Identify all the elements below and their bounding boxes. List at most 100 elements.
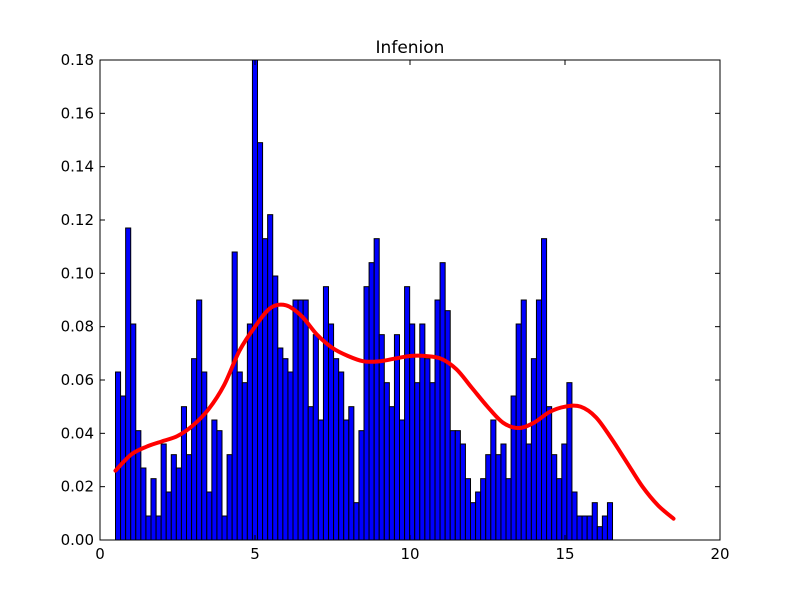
histogram-bar: [368, 262, 375, 541]
histogram-bar: [302, 299, 309, 541]
histogram-bar: [510, 395, 517, 541]
histogram-bar: [541, 238, 548, 541]
histogram-bar: [449, 430, 456, 541]
histogram-bar: [601, 515, 608, 541]
histogram-bar: [312, 334, 319, 541]
histogram-bar: [530, 358, 537, 541]
histogram-bar: [546, 406, 553, 541]
histogram-bar: [155, 515, 162, 541]
histogram-bar: [500, 443, 507, 541]
histogram-bar: [145, 515, 152, 541]
histogram-bar: [231, 251, 238, 541]
histogram-bar: [464, 478, 472, 541]
histogram-bar: [485, 454, 492, 541]
histogram-bar: [140, 467, 147, 541]
histogram-bar: [236, 371, 243, 541]
histogram-bar: [561, 443, 568, 541]
histogram-bar: [520, 299, 527, 541]
histogram-bar: [201, 371, 208, 541]
histogram-bar: [160, 443, 167, 541]
x-tick-label: 5: [250, 545, 260, 563]
histogram-bar: [170, 454, 177, 541]
y-tick-label: 0.18: [61, 51, 94, 69]
histogram-bar: [459, 443, 466, 541]
histogram-bar: [262, 238, 269, 541]
histogram-bar: [378, 334, 385, 541]
histogram-bar: [399, 419, 406, 541]
histogram-bar: [363, 286, 370, 541]
histogram-bar: [191, 358, 198, 541]
bars-layer: [115, 59, 614, 541]
histogram-bar: [135, 430, 142, 541]
histogram-bar: [307, 406, 314, 541]
histogram-bar: [221, 515, 228, 541]
histogram-bar: [216, 430, 223, 541]
histogram-bar: [297, 299, 304, 541]
histogram-bar: [180, 406, 188, 541]
histogram-bar: [556, 478, 563, 541]
x-tick-label: 20: [710, 545, 729, 563]
histogram-bar: [551, 454, 558, 541]
y-tick-label: 0.06: [61, 371, 94, 389]
histogram-bar: [226, 454, 233, 541]
histogram-bar: [282, 358, 289, 541]
histogram-bar: [206, 491, 213, 541]
histogram-bar: [490, 419, 497, 541]
chart-title: Infenion: [376, 38, 445, 58]
histogram-bar: [267, 214, 274, 541]
histogram-bar: [434, 299, 441, 541]
histogram-bar: [251, 59, 259, 541]
histogram-bar: [272, 275, 279, 541]
y-tick-label: 0.10: [61, 264, 94, 282]
histogram-bar: [338, 371, 345, 541]
histogram-bar: [165, 491, 172, 541]
x-tick-label: 10: [400, 545, 419, 563]
histogram-bar: [596, 526, 603, 541]
histogram-bar: [470, 502, 477, 541]
histogram-bar: [333, 358, 340, 541]
histogram-bar: [358, 430, 365, 541]
y-tick-label: 0.00: [61, 531, 94, 549]
histogram-bar: [586, 515, 593, 541]
y-tick-label: 0.08: [61, 318, 94, 336]
histogram-bar: [581, 515, 588, 541]
histogram-bar: [571, 491, 578, 541]
x-tick-label: 0: [95, 545, 105, 563]
histogram-bar: [515, 323, 522, 541]
histogram-bar: [393, 334, 401, 541]
histogram-bar: [525, 443, 532, 541]
histogram-bar: [343, 419, 350, 541]
histogram-bar: [130, 323, 137, 541]
histogram-bar: [322, 286, 330, 541]
y-tick-label: 0.16: [61, 104, 94, 122]
histogram-bar: [576, 515, 583, 541]
histogram-bar: [424, 358, 431, 541]
histogram-bar: [388, 406, 395, 541]
histogram-bar: [125, 227, 132, 541]
histogram-bar: [475, 491, 482, 541]
histogram-bar: [175, 467, 182, 541]
histogram-bar: [373, 238, 380, 541]
histogram-bar: [383, 382, 390, 541]
histogram-bar: [257, 142, 264, 541]
histogram-bar: [495, 454, 502, 541]
histogram-bar: [429, 382, 436, 541]
histogram-bar: [454, 430, 461, 541]
histogram-bar: [115, 371, 122, 541]
y-tick-label: 0.02: [61, 478, 94, 496]
histogram-bar: [480, 478, 487, 541]
histogram-bar: [444, 310, 451, 541]
histogram-bar: [505, 478, 512, 541]
x-tick-label: 15: [555, 545, 574, 563]
ticks-layer: 0 5 10 15 20 0.00 0.02 0.04 0.06 0.08 0.10 0.12 0.14…: [61, 51, 730, 563]
histogram-bar: [414, 382, 421, 541]
histogram-bar: [292, 299, 299, 541]
histogram-bar: [317, 419, 324, 541]
histogram-bar: [439, 262, 446, 541]
histogram-bar: [348, 406, 355, 541]
histogram-bar: [353, 502, 360, 541]
histogram-bar: [241, 382, 248, 541]
y-tick-label: 0.04: [61, 424, 94, 442]
y-tick-label: 0.12: [61, 211, 94, 229]
